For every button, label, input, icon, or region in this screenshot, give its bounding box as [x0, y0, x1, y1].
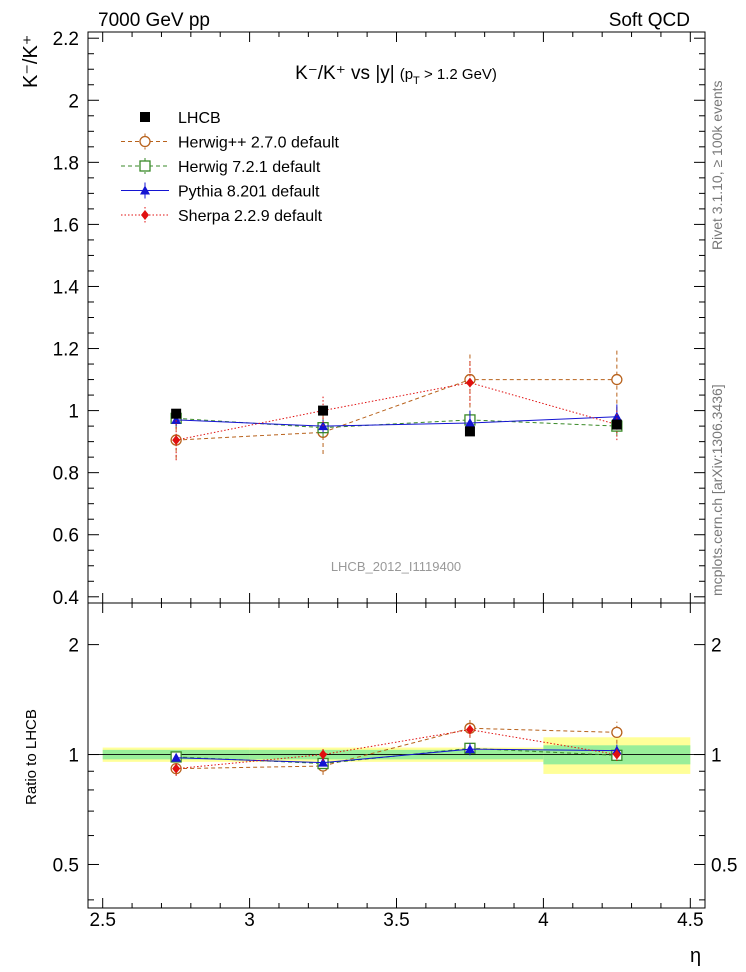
y-tick-label: 2.2	[53, 29, 79, 50]
lhcb-data-point	[171, 408, 182, 419]
data-point	[464, 418, 475, 428]
ratio-tick-label-left: 0.5	[53, 855, 79, 876]
legend-marker	[139, 160, 151, 172]
ratio-series-line	[176, 727, 617, 770]
legend: LHCB Herwig++ 2.7.0 default Herwig 7.2.1 d…	[121, 110, 340, 225]
legend-marker	[140, 185, 150, 195]
ratio-point	[611, 726, 623, 739]
x-tick-label: 3.5	[383, 910, 409, 931]
data-point	[171, 414, 182, 424]
legend-marker	[139, 135, 151, 148]
series-line	[176, 382, 617, 441]
y-tick-label: 1.2	[53, 340, 79, 361]
ratio-series-line	[176, 729, 617, 770]
data-point	[465, 377, 474, 388]
header-left: 7000 GeV pp	[98, 10, 210, 31]
ratio-point	[318, 757, 329, 767]
x-tick-label: 4.5	[677, 910, 703, 931]
y-tick-label: 1.4	[53, 277, 80, 298]
lhcb-data-point	[611, 419, 622, 430]
y-tick-label: 2	[68, 91, 79, 112]
legend-marker	[141, 210, 149, 220]
ratio-tick-label-right: 0.5	[711, 855, 737, 876]
ratio-point	[171, 752, 182, 762]
lhcb-data-point	[318, 405, 329, 416]
ratio-tick-label-left: 1	[68, 746, 79, 767]
ratio-point	[172, 763, 181, 774]
y-tick-label: 0.6	[53, 526, 79, 547]
main-plot-marks	[170, 348, 623, 461]
legend-label: Pythia 8.201 default	[178, 184, 320, 201]
mcplots-label: mcplots.cern.ch [arXiv:1306.3436]	[709, 384, 725, 596]
x-axis-label: η	[690, 945, 701, 967]
data-point	[611, 411, 622, 421]
ratio-point	[465, 724, 474, 735]
ratio-tick-label-right: 1	[711, 746, 722, 767]
legend-label: Sherpa 2.2.9 default	[178, 208, 323, 225]
analysis-watermark: LHCB_2012_I1119400	[331, 559, 461, 574]
legend-label: Herwig++ 2.7.0 default	[178, 135, 340, 152]
ratio-series-line	[176, 748, 617, 764]
ratio-tick-label-left: 2	[68, 636, 79, 657]
legend-label: Herwig 7.2.1 default	[178, 159, 321, 176]
y-tick-label: 0.4	[53, 588, 80, 609]
ratio-plot-marks	[88, 719, 705, 776]
x-tick-label: 3	[244, 910, 255, 931]
legend-marker	[140, 112, 150, 122]
y-tick-label: 1	[68, 402, 79, 423]
ratio-point	[464, 744, 475, 754]
ratio-point	[612, 749, 621, 760]
axes: 2.5 3 3.5 4 4.5 0.4 0.6 0.8 1 1.2 1.4 1.6 1.8 2 2.2 0.5…	[53, 29, 738, 931]
series-line	[176, 416, 617, 427]
legend-label: LHCB	[178, 110, 221, 127]
data-point	[172, 435, 181, 446]
rivet-label: Rivet 3.1.10, ≥ 100k events	[709, 80, 725, 250]
y-tick-label: 1.6	[53, 215, 79, 236]
main-y-axis-label: K⁻/K⁺	[20, 35, 42, 88]
ratio-y-axis-label: Ratio to LHCB	[23, 709, 40, 805]
x-tick-label: 2.5	[89, 910, 115, 931]
y-tick-label: 0.8	[53, 464, 79, 485]
ratio-tick-label-right: 2	[711, 636, 722, 657]
lhcb-data-point	[464, 426, 475, 437]
header-right: Soft QCD	[609, 10, 690, 31]
ratio-point	[319, 749, 328, 760]
data-point	[611, 373, 623, 386]
series-line	[176, 379, 617, 441]
y-tick-label: 1.8	[53, 153, 79, 174]
chart-title: K⁻/K⁺ vs |y| (pT > 1.2 GeV)	[295, 63, 497, 87]
x-tick-label: 4	[538, 910, 549, 931]
